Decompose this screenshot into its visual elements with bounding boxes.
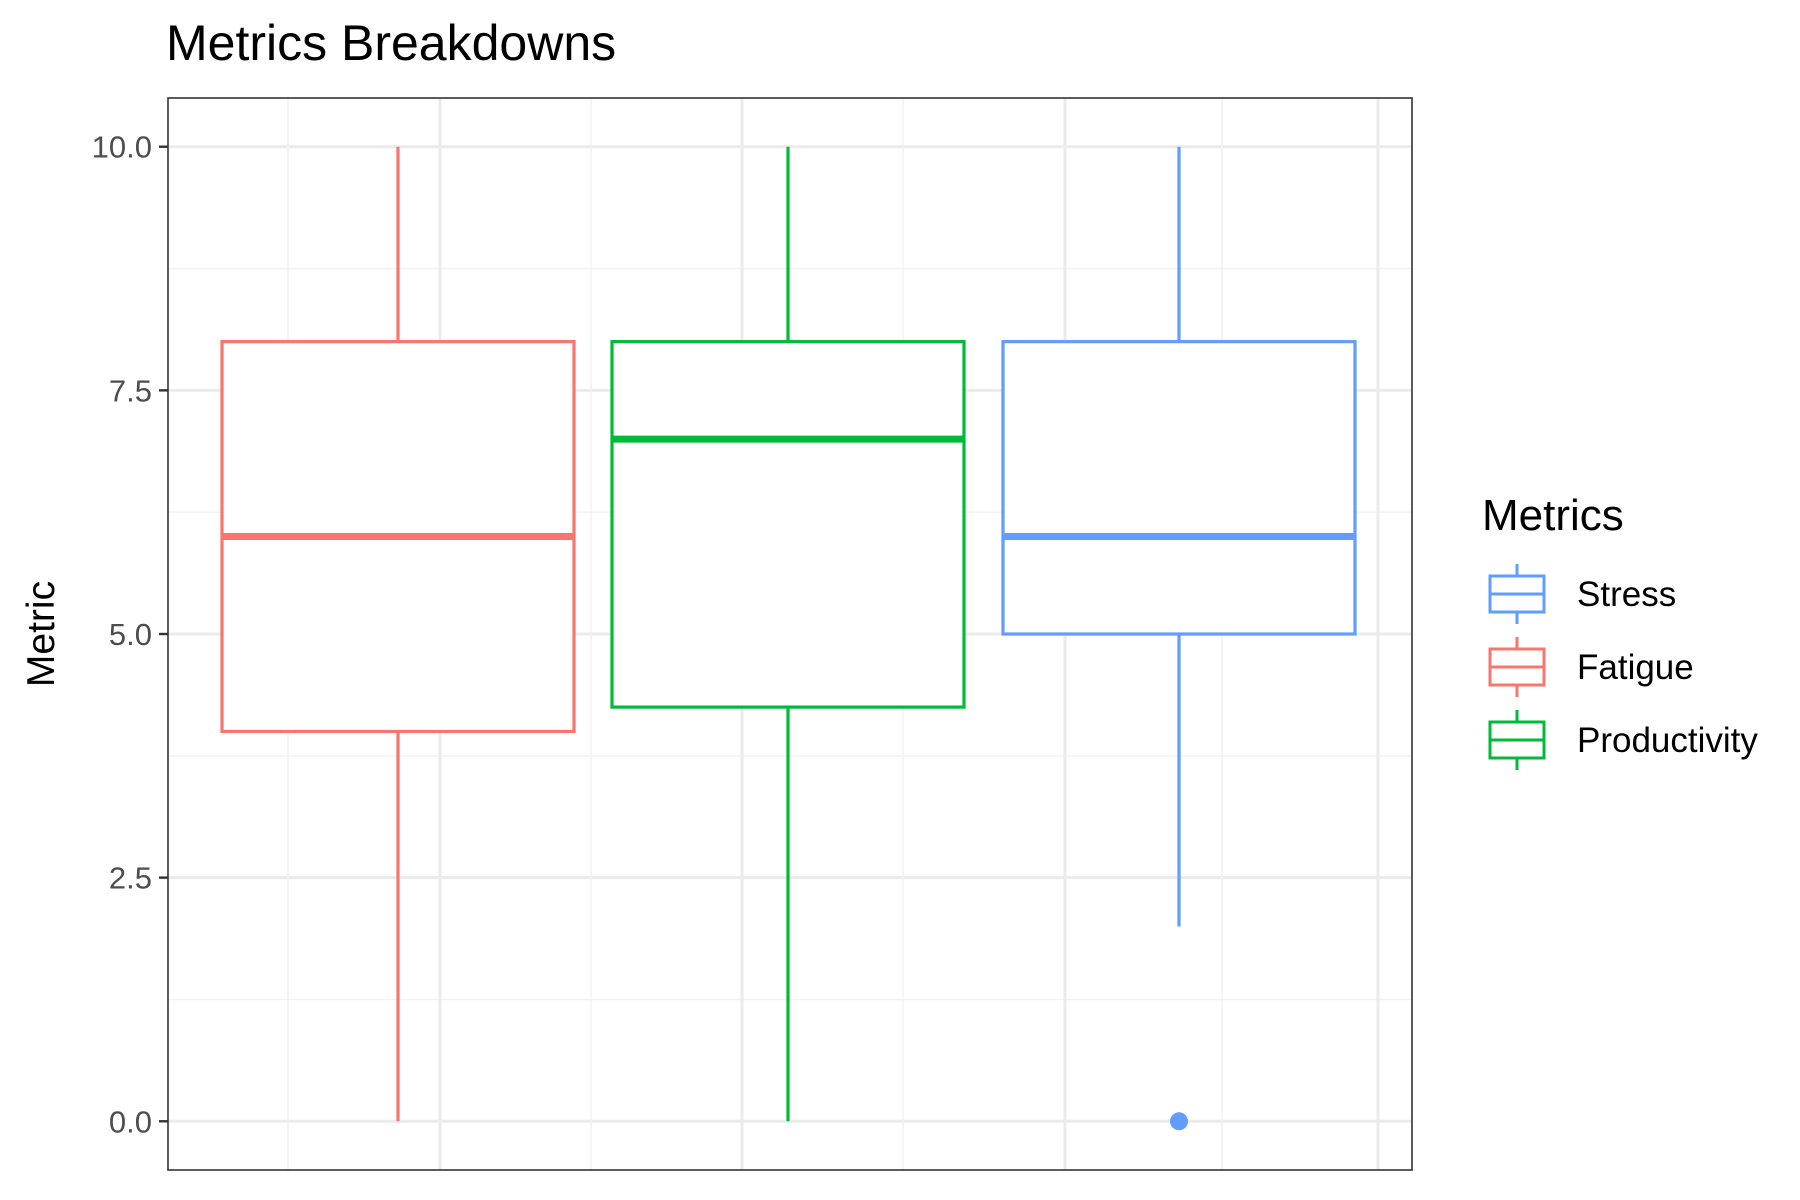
legend: Metrics Stress Fatigue Productivity <box>1482 491 1758 770</box>
iqr-box <box>610 340 966 709</box>
box-productivity <box>610 146 966 1122</box>
y-tick-label: 2.5 <box>109 861 152 896</box>
legend-item-productivity: Productivity <box>1488 710 1758 770</box>
y-axis-title: Metric <box>20 581 63 687</box>
box-fatigue <box>220 146 576 1122</box>
box-layer <box>220 146 1357 1131</box>
chart-title: Metrics Breakdowns <box>166 15 616 71</box>
legend-label: Stress <box>1577 575 1676 614</box>
y-tick-label: 7.5 <box>109 373 152 408</box>
box-stress <box>1001 146 1357 1131</box>
iqr-box <box>1001 340 1357 636</box>
y-tick-label: 10.0 <box>92 130 152 165</box>
legend-title: Metrics <box>1482 491 1624 540</box>
y-tick-label: 5.0 <box>109 617 152 652</box>
y-tick-label: 0.0 <box>109 1104 152 1139</box>
legend-label: Productivity <box>1577 721 1758 760</box>
legend-item-stress: Stress <box>1488 564 1676 624</box>
legend-item-fatigue: Fatigue <box>1488 637 1694 697</box>
outlier-point <box>1170 1112 1188 1131</box>
legend-label: Fatigue <box>1577 648 1694 687</box>
axis-layer: 0.0 2.5 5.0 7.5 10.0 <box>92 130 168 1139</box>
